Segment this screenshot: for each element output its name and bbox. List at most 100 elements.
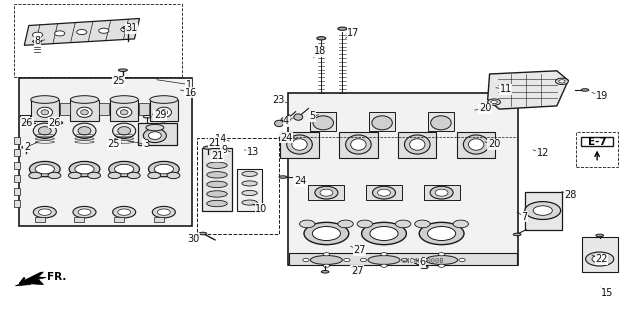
Ellipse shape bbox=[372, 186, 396, 199]
Ellipse shape bbox=[321, 271, 329, 273]
Bar bbox=[582, 237, 618, 272]
Ellipse shape bbox=[143, 129, 166, 143]
Text: 1: 1 bbox=[186, 79, 192, 90]
Text: 26: 26 bbox=[48, 118, 61, 128]
Bar bbox=[310, 112, 336, 131]
Bar bbox=[197, 138, 279, 234]
Text: 21: 21 bbox=[208, 138, 221, 148]
Bar bbox=[525, 192, 562, 230]
Circle shape bbox=[108, 172, 121, 179]
Text: 21: 21 bbox=[211, 151, 224, 161]
Bar bbox=[150, 100, 178, 121]
Circle shape bbox=[303, 258, 309, 262]
Bar bbox=[369, 112, 395, 131]
Ellipse shape bbox=[212, 152, 221, 156]
Text: 15: 15 bbox=[600, 288, 613, 298]
Circle shape bbox=[438, 264, 445, 267]
Ellipse shape bbox=[207, 172, 227, 178]
Ellipse shape bbox=[22, 146, 29, 149]
Ellipse shape bbox=[56, 122, 63, 124]
Circle shape bbox=[152, 206, 175, 218]
Bar bbox=[424, 185, 460, 200]
Text: 27: 27 bbox=[351, 265, 364, 276]
Ellipse shape bbox=[315, 186, 338, 199]
Ellipse shape bbox=[430, 186, 453, 199]
Ellipse shape bbox=[113, 123, 136, 138]
Bar bbox=[60, 103, 70, 115]
Text: 4: 4 bbox=[283, 116, 289, 126]
Bar bbox=[14, 137, 20, 144]
Ellipse shape bbox=[294, 114, 303, 120]
Circle shape bbox=[370, 226, 398, 241]
Bar bbox=[14, 188, 20, 195]
Circle shape bbox=[167, 172, 180, 179]
Ellipse shape bbox=[320, 189, 333, 196]
Bar bbox=[114, 217, 124, 222]
Text: 28: 28 bbox=[564, 190, 577, 200]
Bar bbox=[138, 123, 177, 145]
Text: 14: 14 bbox=[214, 134, 227, 144]
Ellipse shape bbox=[468, 139, 484, 150]
Ellipse shape bbox=[404, 135, 430, 154]
Text: 25: 25 bbox=[112, 76, 125, 86]
Bar bbox=[308, 185, 344, 200]
Bar bbox=[31, 100, 59, 121]
Text: 2: 2 bbox=[24, 142, 30, 152]
Text: 8: 8 bbox=[34, 36, 40, 47]
Ellipse shape bbox=[175, 83, 184, 86]
Circle shape bbox=[381, 264, 387, 267]
Ellipse shape bbox=[120, 110, 128, 115]
Circle shape bbox=[312, 226, 340, 241]
Text: 9: 9 bbox=[221, 145, 227, 155]
Ellipse shape bbox=[37, 107, 52, 117]
Ellipse shape bbox=[279, 176, 287, 178]
Bar bbox=[74, 217, 84, 222]
Ellipse shape bbox=[420, 266, 428, 269]
Ellipse shape bbox=[346, 135, 371, 154]
Circle shape bbox=[154, 164, 173, 174]
Circle shape bbox=[453, 220, 468, 228]
Ellipse shape bbox=[410, 139, 425, 150]
Circle shape bbox=[401, 258, 408, 262]
Text: 13: 13 bbox=[246, 146, 259, 157]
Ellipse shape bbox=[123, 26, 133, 29]
Ellipse shape bbox=[317, 37, 326, 40]
Ellipse shape bbox=[426, 256, 458, 264]
Circle shape bbox=[127, 172, 140, 179]
Text: 26: 26 bbox=[20, 118, 33, 128]
Bar bbox=[457, 132, 495, 158]
Circle shape bbox=[115, 164, 134, 174]
Bar bbox=[280, 132, 319, 158]
Bar bbox=[14, 200, 20, 207]
Circle shape bbox=[525, 202, 561, 219]
Bar bbox=[35, 217, 45, 222]
Ellipse shape bbox=[313, 116, 333, 130]
Circle shape bbox=[68, 172, 81, 179]
Circle shape bbox=[54, 31, 65, 36]
Ellipse shape bbox=[77, 107, 92, 117]
Circle shape bbox=[77, 30, 87, 35]
Ellipse shape bbox=[484, 107, 492, 109]
Bar bbox=[14, 149, 20, 156]
Ellipse shape bbox=[513, 233, 521, 236]
Bar bbox=[398, 132, 436, 158]
Ellipse shape bbox=[378, 189, 390, 196]
Ellipse shape bbox=[116, 107, 132, 117]
Bar bbox=[14, 162, 20, 169]
Text: SNC4E1000B: SNC4E1000B bbox=[402, 258, 444, 264]
Bar bbox=[202, 148, 232, 211]
Circle shape bbox=[338, 220, 353, 228]
Circle shape bbox=[396, 220, 411, 228]
Circle shape bbox=[419, 222, 464, 245]
Text: 11: 11 bbox=[499, 84, 512, 94]
Circle shape bbox=[29, 161, 60, 177]
Circle shape bbox=[33, 206, 56, 218]
Circle shape bbox=[533, 206, 552, 215]
Bar bbox=[110, 100, 138, 121]
Ellipse shape bbox=[292, 139, 307, 150]
Ellipse shape bbox=[338, 27, 347, 30]
Ellipse shape bbox=[81, 110, 88, 115]
Circle shape bbox=[99, 28, 109, 33]
Bar bbox=[139, 103, 149, 115]
Ellipse shape bbox=[242, 190, 257, 196]
